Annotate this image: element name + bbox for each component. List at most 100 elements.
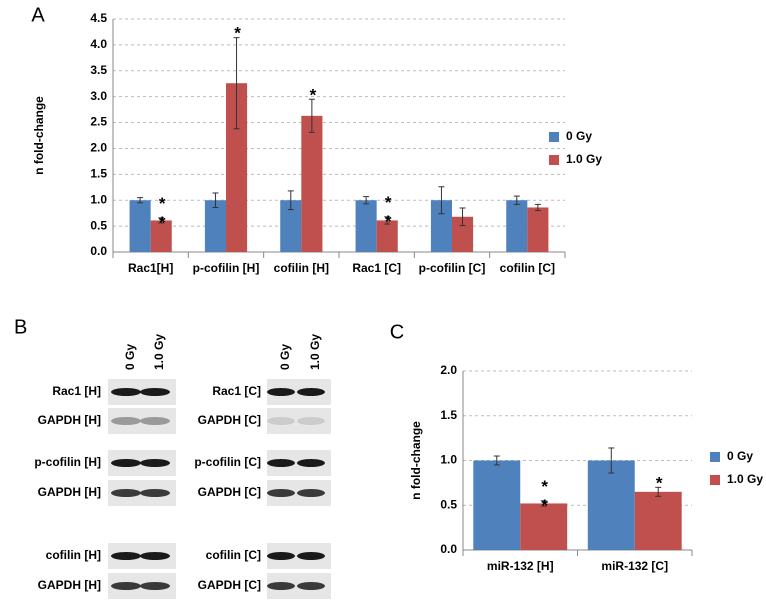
legend-swatch <box>549 132 559 142</box>
bar <box>520 503 568 550</box>
significance-mark: * <box>228 24 247 43</box>
blot-band <box>267 552 295 560</box>
bar <box>634 491 682 550</box>
y-tick-label: 1.0 <box>440 453 457 467</box>
error-bar <box>363 196 370 205</box>
y-tick-label: 1.5 <box>440 408 457 422</box>
y-tick-label: 2.0 <box>440 363 457 377</box>
row-label: GAPDH [C] <box>198 413 261 427</box>
x-tick-label: cofilin [C] <box>500 261 555 275</box>
blot-band <box>111 459 141 467</box>
panel-label: B <box>14 316 27 338</box>
blot-band <box>140 388 170 396</box>
y-tick-label: 0.5 <box>440 497 457 511</box>
legend-swatch <box>549 155 559 165</box>
error-bar <box>608 447 615 474</box>
row-label: GAPDH [H] <box>38 413 101 427</box>
blot-band <box>297 459 325 467</box>
significance-mark: ** <box>535 477 554 515</box>
blot-background <box>267 408 331 434</box>
y-tick-label: 2.0 <box>90 141 107 155</box>
error-bar <box>540 500 547 507</box>
row-label: p-cofilin [H] <box>34 455 101 469</box>
blot-band <box>111 388 141 396</box>
y-tick-label: 0.0 <box>90 244 107 258</box>
bar <box>204 200 226 252</box>
bar <box>452 216 474 252</box>
panel-label: A <box>31 4 45 26</box>
error-bar <box>438 186 445 215</box>
blot-band <box>140 552 170 560</box>
x-tick-label: cofilin [H] <box>274 261 329 275</box>
legend-label: 1.0 Gy <box>727 472 763 486</box>
blot-band <box>267 417 295 425</box>
row-label: Rac1 [H] <box>52 384 101 398</box>
row-label: GAPDH [C] <box>198 485 261 499</box>
error-bar <box>384 216 391 225</box>
y-tick-label: 4.0 <box>90 37 107 51</box>
bar <box>150 220 172 252</box>
lane-label: 1.0 Gy <box>308 334 322 370</box>
y-tick-label: 3.5 <box>90 63 107 77</box>
row-label: GAPDH [C] <box>198 578 261 592</box>
significance-mark: ** <box>153 194 172 232</box>
blot-band <box>297 489 325 497</box>
bar <box>129 200 151 252</box>
legend-swatch <box>710 475 720 485</box>
x-tick-label: p-cofilin [H] <box>193 261 260 275</box>
y-tick-label: 1.0 <box>90 192 107 206</box>
lane-label: 0 Gy <box>123 344 137 370</box>
error-bar <box>308 98 315 133</box>
bar <box>301 115 323 252</box>
error-bar <box>655 486 662 497</box>
error-bar <box>513 195 520 205</box>
legend-label: 0 Gy <box>566 129 592 143</box>
y-tick-label: 2.5 <box>90 115 107 129</box>
error-bar <box>212 192 219 208</box>
blot-band <box>140 459 170 467</box>
bar <box>527 207 549 252</box>
x-tick-label: Rac1[H] <box>128 261 173 275</box>
error-bar <box>287 190 294 211</box>
blot-band <box>267 459 295 467</box>
significance-mark: ** <box>379 193 398 231</box>
error-bar <box>137 197 144 204</box>
y-tick-label: 1.5 <box>90 167 107 181</box>
blot-band <box>267 388 295 396</box>
blot-band <box>297 552 325 560</box>
x-tick-label: miR-132 [H] <box>487 559 554 573</box>
blot-band <box>267 489 295 497</box>
bar <box>430 200 452 252</box>
legend-label: 1.0 Gy <box>566 152 602 166</box>
blot-band <box>297 388 325 396</box>
bar <box>355 200 377 252</box>
x-tick-label: Rac1 [C] <box>352 261 401 275</box>
blot-band <box>111 552 141 560</box>
blot-band <box>140 582 170 590</box>
blot-band <box>297 417 325 425</box>
legend-label: 0 Gy <box>727 449 753 463</box>
blot-band <box>267 582 295 590</box>
row-label: GAPDH [H] <box>38 485 101 499</box>
error-bar <box>233 37 240 130</box>
x-tick-label: miR-132 [C] <box>601 559 668 573</box>
y-tick-label: 4.5 <box>90 11 107 25</box>
error-bar <box>493 455 500 466</box>
row-label: p-cofilin [C] <box>194 455 261 469</box>
y-axis-label: n fold-change <box>409 421 423 500</box>
significance-mark: * <box>303 85 322 104</box>
blot-band <box>111 582 141 590</box>
blot-band <box>297 582 325 590</box>
error-bar <box>534 203 541 212</box>
blot-band <box>140 417 170 425</box>
bar <box>587 460 635 550</box>
significance-mark: * <box>650 473 669 492</box>
panel-label: C <box>390 321 404 343</box>
y-tick-label: 0.5 <box>90 218 107 232</box>
lane-label: 1.0 Gy <box>152 334 166 370</box>
y-tick-label: 0.0 <box>440 542 457 556</box>
bar <box>280 200 302 252</box>
error-bar <box>158 217 165 224</box>
blot-band <box>111 489 141 497</box>
